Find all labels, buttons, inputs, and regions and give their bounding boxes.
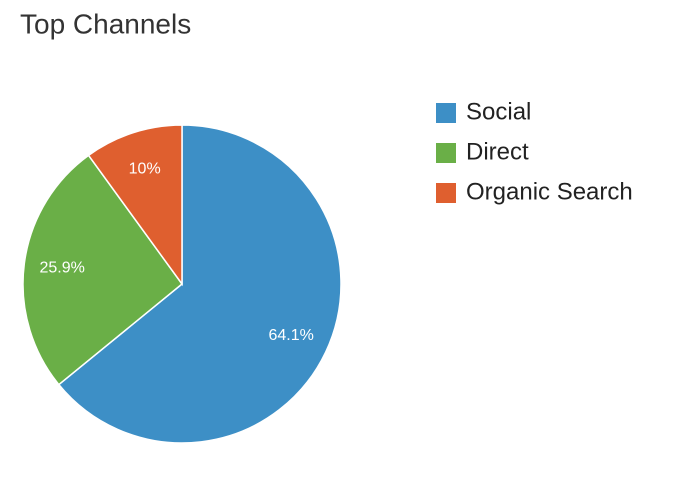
legend-label: Direct bbox=[466, 138, 529, 165]
pie-slice bbox=[87, 124, 183, 287]
legend-label: Social bbox=[466, 98, 531, 125]
legend-swatch bbox=[436, 103, 456, 123]
pie-slice bbox=[57, 124, 342, 444]
slice-label: 25.9% bbox=[39, 260, 84, 277]
slice-label: 10% bbox=[129, 160, 161, 177]
legend-label: Organic Search bbox=[466, 178, 633, 205]
legend-swatch bbox=[436, 143, 456, 163]
legend-swatch bbox=[436, 183, 456, 203]
pie-slice bbox=[22, 154, 184, 386]
slice-label: 64.1% bbox=[268, 327, 313, 344]
chart-title: Top Channels bbox=[20, 8, 191, 39]
